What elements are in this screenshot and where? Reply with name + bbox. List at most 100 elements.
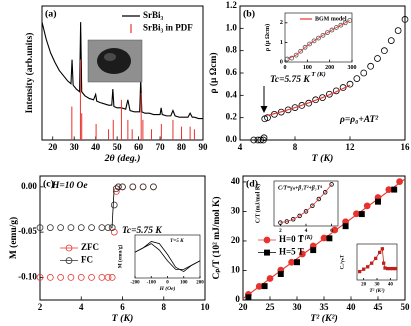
marker xyxy=(250,136,258,144)
x-tick-label: 2 xyxy=(279,228,282,234)
panel-label: (a) xyxy=(45,8,57,19)
y-tick-label: 0.00 xyxy=(21,181,37,191)
marker xyxy=(353,210,360,218)
x-axis-label: H (Oe) xyxy=(159,285,176,292)
marker xyxy=(36,224,44,231)
marker xyxy=(311,38,317,44)
x-tick-label: 30 xyxy=(293,302,303,312)
x-tick-label: 30 xyxy=(375,283,381,288)
marker xyxy=(112,188,120,195)
marker xyxy=(297,213,302,219)
marker xyxy=(378,250,382,255)
y-tick-label: 1 xyxy=(280,40,283,46)
y-tick-label: 0.4 xyxy=(226,89,238,99)
x-tick-label: 300 xyxy=(348,65,357,71)
marker xyxy=(254,136,262,144)
marker xyxy=(284,56,290,62)
x-tick-label: 4 xyxy=(238,142,243,152)
marker xyxy=(353,75,361,82)
marker xyxy=(261,283,268,290)
x-tick-label: 4 xyxy=(305,228,308,234)
marker xyxy=(326,235,333,242)
x-tick-label: 2 xyxy=(38,302,43,312)
panel: 20 30 40 50 60 70 80 90 2θ (deg.) Intensity (arb.… xyxy=(24,5,208,164)
marker xyxy=(391,266,395,271)
x-tick-label: 70 xyxy=(156,142,166,152)
marker xyxy=(370,261,374,265)
marker xyxy=(326,90,333,98)
x-tick-label: 50 xyxy=(401,302,411,312)
data-line xyxy=(280,184,332,224)
marker xyxy=(36,274,44,281)
marker xyxy=(312,96,319,104)
marker xyxy=(381,47,388,55)
marker xyxy=(77,274,85,281)
x-tick-label: 200 xyxy=(325,65,334,71)
marker xyxy=(316,35,321,41)
y-tick-label: 1.0 xyxy=(226,22,238,32)
x-tick-label: 80 xyxy=(177,142,187,152)
x-tick-label: 40 xyxy=(91,142,101,152)
marker xyxy=(394,27,402,34)
plot-area xyxy=(273,180,339,227)
marker xyxy=(366,265,370,269)
marker xyxy=(263,236,271,244)
data-line xyxy=(134,243,201,270)
marker xyxy=(245,294,252,301)
x-tick-label: 8 xyxy=(293,142,298,152)
x-axis-label: T (K) xyxy=(311,71,325,78)
marker xyxy=(67,224,75,231)
marker xyxy=(388,266,392,271)
legend-label: SrBi₃ in PDF xyxy=(143,23,193,33)
x-tick-label: 20 xyxy=(239,302,249,312)
y-tick-label: 0.0 xyxy=(226,134,238,144)
marker xyxy=(293,52,299,58)
x-axis-label: 2θ (deg.) xyxy=(104,153,141,164)
plot-area xyxy=(356,243,398,281)
plot-area xyxy=(134,234,201,279)
marker xyxy=(316,196,322,202)
panel-label: (c) xyxy=(43,178,54,189)
marker xyxy=(299,250,306,258)
marker xyxy=(88,224,95,231)
y-tick-label: 0.8 xyxy=(226,45,238,55)
marker xyxy=(374,256,378,261)
marker xyxy=(386,266,390,271)
x-axis-label: T (K) xyxy=(312,153,334,164)
y-axis-label: M (emu/g) xyxy=(8,217,19,259)
marker xyxy=(115,183,122,191)
marker xyxy=(358,211,365,218)
x-tick-label: 8 xyxy=(162,302,167,312)
marker xyxy=(88,274,95,281)
marker xyxy=(266,275,274,282)
marker xyxy=(375,198,381,205)
marker xyxy=(77,224,85,231)
marker xyxy=(57,274,64,281)
marker xyxy=(110,228,118,236)
y-tick-label: 20 xyxy=(231,235,241,245)
annotation: H=10 Oe xyxy=(51,181,88,191)
y-tick-label: 2 xyxy=(280,20,283,26)
marker xyxy=(57,224,64,231)
marker xyxy=(310,247,317,254)
data-line xyxy=(267,84,351,116)
x-axis-label: T (K) xyxy=(299,234,312,241)
annotation: Tc=5.75 K xyxy=(270,75,310,85)
y-tick-label: -0.05 xyxy=(18,226,37,236)
marker xyxy=(264,114,271,122)
y-tick-label: -0.10 xyxy=(18,271,37,281)
y-axis-label: Cₑ/γₙT xyxy=(340,254,346,269)
marker xyxy=(374,55,381,62)
marker xyxy=(139,183,147,191)
x-axis-label: T² (K²) xyxy=(310,313,338,324)
x-tick-label: 12 xyxy=(346,142,356,152)
marker xyxy=(46,274,54,281)
y-tick-label: 40 xyxy=(231,176,241,186)
marker xyxy=(110,201,118,209)
y-axis-label: ρ (μ Ωcm) xyxy=(264,24,271,51)
legend-label: BGM model xyxy=(315,16,347,22)
y-tick-label: 0 xyxy=(280,59,283,65)
marker xyxy=(112,185,120,193)
marker xyxy=(394,266,398,271)
x-tick-label: 50 xyxy=(113,142,123,152)
